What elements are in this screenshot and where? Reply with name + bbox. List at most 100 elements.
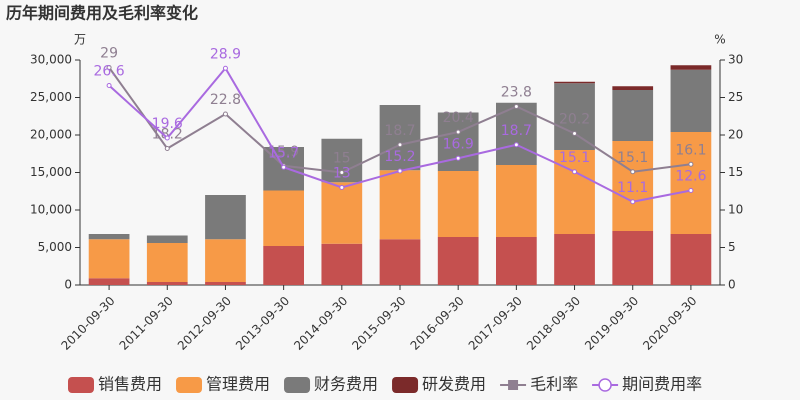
x-tick-label: 2010-09-30: [58, 294, 117, 353]
data-label: 13: [333, 166, 351, 182]
point: [455, 129, 461, 135]
y2-tick-label: 15: [728, 165, 743, 179]
bar: [321, 243, 363, 285]
bar: [88, 278, 130, 285]
y2-tick-label: 5: [728, 240, 736, 254]
bar: [554, 234, 595, 285]
point: [572, 169, 578, 175]
point: [339, 170, 345, 175]
data-label: 11.1: [617, 180, 648, 196]
y-unit: 万: [74, 33, 86, 47]
point: [397, 168, 403, 174]
bar: [670, 132, 712, 234]
y2-tick-label: 20: [728, 128, 743, 142]
point: [164, 135, 170, 141]
point: [397, 142, 403, 148]
point: [164, 146, 170, 151]
point: [513, 104, 519, 109]
bar: [612, 141, 654, 231]
y-tick-label: 0: [64, 278, 72, 292]
legend-label: 管理费用: [206, 375, 270, 394]
y-tick-label: 25,000: [30, 90, 72, 104]
point: [222, 111, 228, 117]
y-tick-label: 15,000: [30, 165, 72, 179]
bar: [379, 170, 421, 240]
bar: [146, 235, 188, 243]
data-label: 15: [333, 151, 351, 167]
data-label: 20.4: [443, 110, 474, 126]
bar: [670, 234, 712, 285]
point: [513, 142, 519, 148]
point: [281, 164, 287, 170]
legend-swatch: [392, 377, 419, 393]
data-label: 18.7: [501, 123, 532, 139]
bar: [146, 243, 188, 282]
data-label: 15.1: [559, 150, 590, 166]
bar: [263, 190, 304, 246]
data-label: 23.8: [501, 85, 532, 101]
x-tick-label: 2014-09-30: [291, 294, 350, 353]
y2-tick-label: 30: [728, 53, 743, 67]
data-label: 29: [100, 46, 118, 62]
data-label: 12.6: [675, 169, 706, 185]
point: [106, 65, 112, 70]
x-tick-label: 2016-09-30: [408, 294, 467, 353]
point: [630, 199, 636, 205]
bar: [496, 165, 537, 237]
bar: [496, 237, 537, 285]
y2-tick-label: 0: [728, 278, 736, 292]
legend-label: 财务费用: [314, 375, 378, 394]
bar: [437, 171, 479, 237]
legend-swatch: [284, 377, 311, 393]
data-label: 16.1: [675, 142, 706, 158]
x-tick-label: 2011-09-30: [117, 294, 176, 353]
legend-marker: [598, 378, 612, 392]
x-tick-label: 2019-09-30: [582, 294, 641, 353]
y-tick-label: 10,000: [30, 203, 72, 217]
point: [630, 169, 636, 175]
bar: [263, 246, 304, 285]
point: [222, 65, 228, 71]
y2-unit: %: [714, 33, 725, 47]
legend-marker: [508, 380, 519, 390]
bar: [321, 182, 363, 244]
data-label: 18.7: [384, 123, 415, 139]
data-label: 19.6: [152, 116, 183, 132]
data-label: 20.2: [559, 112, 590, 128]
bar: [88, 234, 130, 240]
data-label: 15.1: [617, 150, 648, 166]
point: [688, 161, 694, 167]
point: [455, 155, 461, 161]
bar: [612, 231, 654, 285]
y2-tick-label: 10: [728, 203, 743, 217]
point: [339, 185, 345, 190]
x-tick-label: 2015-09-30: [349, 294, 408, 353]
y2-tick-label: 25: [728, 90, 743, 104]
bar: [379, 239, 421, 285]
bar: [612, 90, 654, 141]
bar: [205, 282, 246, 285]
x-tick-label: 2020-09-30: [640, 294, 699, 353]
bar: [205, 239, 246, 282]
y-tick-label: 30,000: [30, 53, 72, 67]
legend-swatch: [68, 377, 94, 393]
x-tick-label: 2017-09-30: [466, 294, 525, 353]
y-tick-label: 5,000: [38, 240, 72, 254]
legend-label: 研发费用: [422, 375, 486, 394]
legend-label: 毛利率: [530, 375, 578, 394]
bar: [670, 69, 712, 132]
data-label: 28.9: [210, 46, 241, 62]
legend-swatch: [176, 377, 203, 393]
point: [572, 131, 578, 136]
bar: [612, 86, 654, 90]
point: [106, 83, 112, 88]
data-label: 15.2: [384, 149, 415, 165]
chart-title: 历年期间费用及毛利率变化: [6, 4, 198, 23]
data-label: 22.8: [210, 92, 241, 108]
bar: [146, 282, 188, 285]
data-label: 15.7: [268, 145, 299, 161]
x-tick-label: 2013-09-30: [233, 294, 292, 353]
legend-label: 期间费用率: [622, 375, 702, 394]
